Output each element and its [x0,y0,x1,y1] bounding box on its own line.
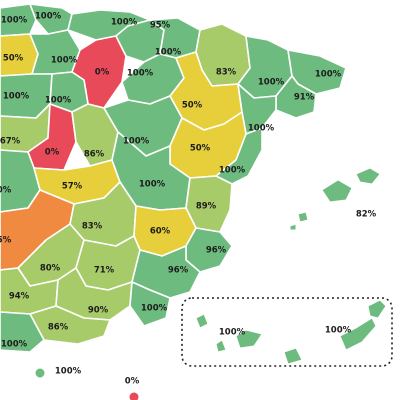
island-canarias-east-1[interactable] [367,299,387,319]
province-label-leon-north: 100% [51,56,78,66]
province-label-zaragoza: 50% [182,101,203,111]
canary-inset-box [181,297,393,367]
province-leon-north[interactable] [29,29,81,75]
marker-ceuta[interactable] [35,368,45,378]
island-canarias-east-0[interactable] [339,317,377,351]
labels-layer: 100% 100% 95% 50% 100% 0% 100% 100% 83% 100% 100% 9… [0,12,377,387]
province-label-valencia: 89% [196,202,217,212]
province-label-caceres: 0% [0,186,12,196]
island-baleares-3[interactable] [289,223,297,231]
province-label-navarra-north: 100% [155,48,182,58]
province-label-west-1: 100% [3,92,30,102]
province-label-castellon: 100% [219,166,246,176]
province-label-malaga: 86% [48,323,69,333]
marker-label-melilla: 0% [125,377,140,387]
province-label-salamanca: 67% [0,137,21,147]
province-label-albacete: 60% [150,227,171,237]
province-label-northwest-c: 95% [150,21,171,31]
provinces-layer [0,3,347,353]
province-label-northwest-a: 100% [1,16,28,26]
province-label-cadiz: 100% [1,340,28,350]
province-label-galicia-east: 50% [3,54,24,64]
marker-label-ceuta: 100% [55,367,82,377]
province-malaga[interactable] [29,305,111,345]
province-label-alicante: 96% [206,246,227,256]
island-canarias-west-3[interactable] [283,347,303,365]
island-label-canarias-west: 100% [219,328,246,338]
province-cadiz[interactable] [0,311,45,353]
province-label-cuenca: 100% [139,180,166,190]
province-label-cantabria-south: 100% [111,18,138,28]
legend-layer [35,368,139,400]
province-label-tarragona: 100% [248,124,275,134]
island-canarias-west-0[interactable] [195,313,209,329]
island-label-baleares: 82% [356,210,377,220]
province-label-lleida: 100% [258,78,285,88]
province-label-barcelona: 91% [294,93,315,103]
province-label-segovia: 86% [84,150,105,160]
province-label-burgos: 0% [95,68,110,78]
province-label-huesca: 83% [216,68,237,78]
province-label-girona: 100% [315,70,342,80]
province-label-badajoz: 5% [0,236,12,246]
province-almeria[interactable] [129,281,171,327]
province-label-huelva: 80% [40,264,61,274]
province-label-soria: 100% [127,69,154,79]
islands-layer [195,167,387,365]
province-label-almeria: 100% [141,304,168,314]
province-label-toledo: 57% [62,182,83,192]
province-label-guadalajara: 100% [123,137,150,147]
marker-melilla[interactable] [129,392,139,400]
province-label-northwest-b: 100% [35,12,62,22]
province-label-ciudad-real: 83% [82,222,103,232]
province-label-avila: 0% [45,148,60,158]
island-canarias-west-1[interactable] [215,339,227,353]
island-baleares-0[interactable] [321,179,353,203]
island-label-canarias-east: 100% [325,326,352,336]
province-label-teruel: 50% [190,144,211,154]
province-label-valladolid: 100% [45,96,72,106]
island-baleares-2[interactable] [297,211,309,223]
province-label-sevilla: 94% [9,292,30,302]
province-label-granada: 90% [88,306,109,316]
island-canarias-west-2[interactable] [235,329,263,349]
province-label-murcia: 96% [168,266,189,276]
island-baleares-1[interactable] [355,167,381,185]
province-label-cordoba: 71% [94,266,115,276]
province-northwest-a[interactable] [0,3,37,37]
